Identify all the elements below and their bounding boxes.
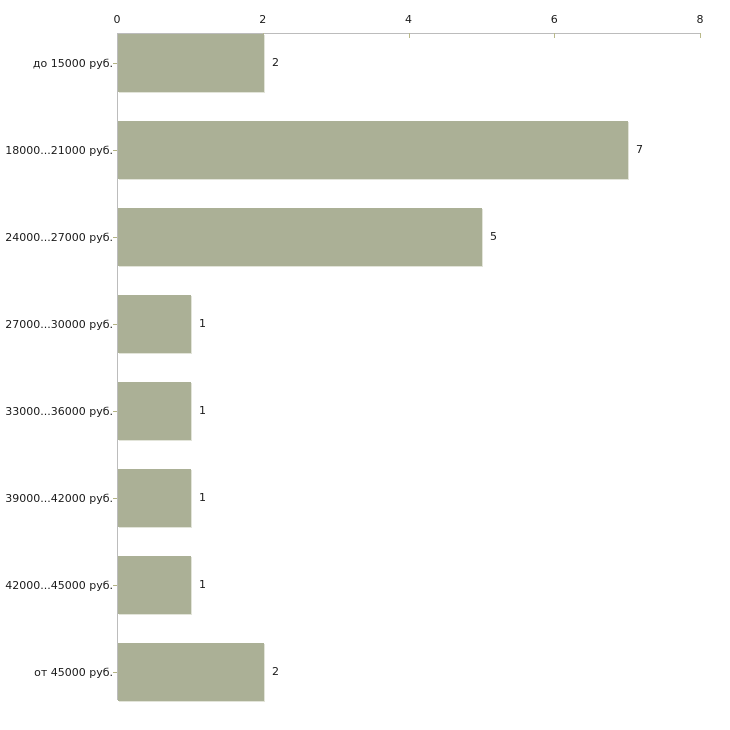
x-axis-tick-mark bbox=[408, 33, 410, 38]
bar-row: 33000...36000 руб. 1 bbox=[0, 381, 730, 468]
bar-value-label: 2 bbox=[272, 665, 279, 678]
bar-row: 42000...45000 руб. 1 bbox=[0, 555, 730, 642]
bar-row: 27000...30000 руб. 1 bbox=[0, 294, 730, 381]
category-label: 18000...21000 руб. bbox=[5, 144, 113, 157]
category-tick-mark bbox=[113, 672, 117, 673]
x-axis-tick-label: 6 bbox=[550, 13, 558, 26]
category-label: 33000...36000 руб. bbox=[5, 405, 113, 418]
bar-row: 39000...42000 руб. 1 bbox=[0, 468, 730, 555]
category-label: 39000...42000 руб. bbox=[5, 492, 113, 505]
bar-row: 18000...21000 руб. 7 bbox=[0, 120, 730, 207]
bar-value-label: 1 bbox=[199, 491, 206, 504]
category-label: 24000...27000 руб. bbox=[5, 231, 113, 244]
category-tick-mark bbox=[113, 324, 117, 325]
plot-area: до 15000 руб. 2 18000...21000 руб. 7 24000..… bbox=[0, 33, 730, 729]
bar-value-label: 1 bbox=[199, 578, 206, 591]
x-axis-tick-mark bbox=[554, 33, 556, 38]
bar bbox=[118, 121, 628, 179]
category-tick-mark bbox=[113, 63, 117, 64]
bar bbox=[118, 382, 191, 440]
x-axis-tick-label: 8 bbox=[696, 13, 704, 26]
bar bbox=[118, 643, 264, 701]
bar bbox=[118, 295, 191, 353]
bar-value-label: 5 bbox=[490, 230, 497, 243]
bar-row: 24000...27000 руб. 5 bbox=[0, 207, 730, 294]
x-axis-tick-mark bbox=[700, 33, 701, 38]
category-tick-mark bbox=[113, 150, 117, 151]
bar-value-label: 7 bbox=[636, 143, 643, 156]
bar bbox=[118, 556, 191, 614]
y-axis-line bbox=[117, 33, 118, 700]
bar bbox=[118, 469, 191, 527]
category-tick-mark bbox=[113, 585, 117, 586]
bar bbox=[118, 34, 264, 92]
bar-value-label: 1 bbox=[199, 404, 206, 417]
x-axis-tick-label: 2 bbox=[259, 13, 267, 26]
bar-row: от 45000 руб. 2 bbox=[0, 642, 730, 729]
category-label: до 15000 руб. bbox=[32, 57, 113, 70]
bar bbox=[118, 208, 482, 266]
x-axis-tick-label: 4 bbox=[405, 13, 412, 26]
bar-value-label: 2 bbox=[272, 56, 279, 69]
category-tick-mark bbox=[113, 237, 117, 238]
bar-value-label: 1 bbox=[199, 317, 206, 330]
category-tick-mark bbox=[113, 411, 117, 412]
category-tick-mark bbox=[113, 498, 117, 499]
x-axis-tick-label: 0 bbox=[113, 13, 121, 26]
category-label: 42000...45000 руб. bbox=[5, 579, 113, 592]
category-label: от 45000 руб. bbox=[34, 666, 113, 679]
bar-row: до 15000 руб. 2 bbox=[0, 33, 730, 120]
category-label: 27000...30000 руб. bbox=[5, 318, 113, 331]
